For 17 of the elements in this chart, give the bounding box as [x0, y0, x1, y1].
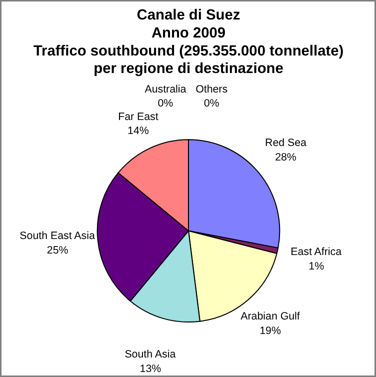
chart-title: Canale di Suez Anno 2009 Traffico southbound (295.355.000 tonnellate) per regione di destinazione	[33, 8, 344, 78]
slice-label: Far East	[118, 110, 158, 123]
slice-label: South Asia	[124, 348, 176, 361]
slice-label: Arabian Gulf	[240, 310, 300, 322]
data-label: 19%	[260, 324, 282, 337]
slice-label: South East Asia	[20, 230, 95, 242]
slice-label: East Africa	[290, 246, 342, 258]
text: 0%	[204, 98, 220, 110]
data-label: 14%	[128, 125, 150, 138]
data-label: 13%	[140, 362, 162, 375]
slice-label: Red Sea	[265, 137, 307, 150]
data-label: 28%	[275, 152, 297, 164]
category-label: Others	[196, 83, 228, 96]
text: 0%	[158, 98, 174, 110]
data-label: 25%	[46, 244, 69, 256]
data-label: 1%	[308, 260, 325, 273]
category-label: Australia	[144, 83, 186, 96]
